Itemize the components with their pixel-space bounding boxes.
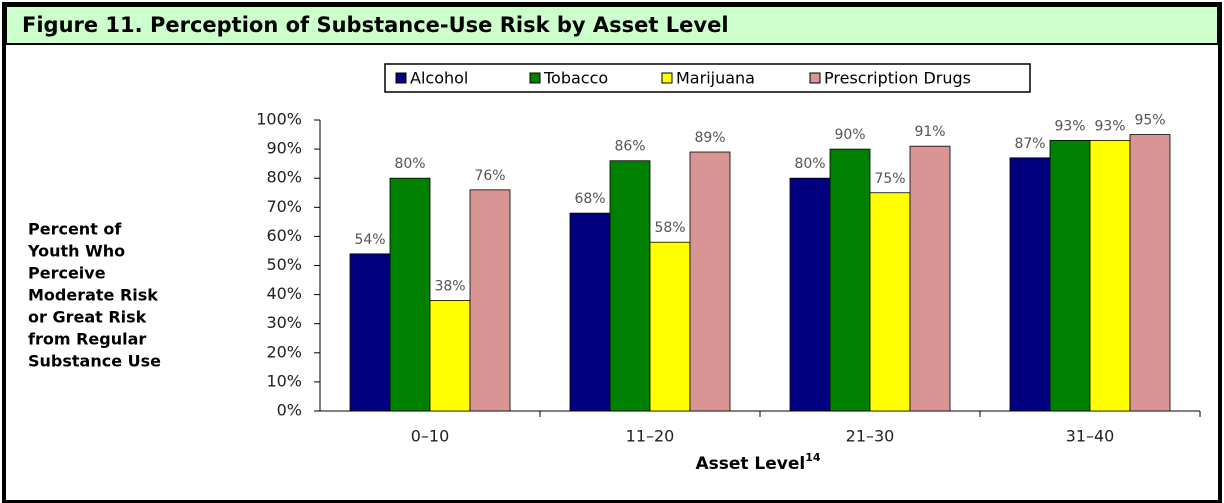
bar	[1049, 139, 1091, 412]
y-tick-label: 20%	[266, 342, 302, 361]
value-label: 91%	[914, 124, 945, 140]
y-tick-label: 50%	[266, 255, 302, 274]
legend-box	[384, 63, 1031, 93]
y-axis-label: Substance Use	[28, 352, 161, 371]
value-label: 80%	[394, 156, 425, 172]
x-tick-label: 11–20	[626, 427, 675, 446]
y-axis-label: Percent of	[28, 220, 122, 239]
y-tick-label: 40%	[266, 284, 302, 303]
value-label: 75%	[874, 171, 905, 187]
value-label: 68%	[574, 191, 605, 207]
value-label: 90%	[834, 127, 865, 143]
bar	[1089, 139, 1131, 412]
footnote-mark: 14	[805, 451, 821, 464]
y-tick-label: 100%	[256, 110, 302, 129]
value-label: 58%	[654, 220, 685, 236]
bar	[469, 189, 511, 412]
value-label: 93%	[1094, 118, 1125, 134]
bar	[909, 145, 951, 412]
x-tick-label: 31–40	[1066, 427, 1115, 446]
bar	[569, 212, 611, 412]
legend-label: Tobacco	[543, 69, 608, 88]
value-label: 76%	[474, 168, 505, 184]
y-axis-label: from Regular	[28, 330, 146, 349]
legend-swatch	[395, 72, 407, 84]
legend-swatch	[529, 72, 541, 84]
bar	[389, 177, 431, 412]
value-label: 38%	[434, 278, 465, 294]
value-label: 93%	[1054, 118, 1085, 134]
bar	[649, 241, 691, 412]
legend-swatch	[809, 72, 821, 84]
bar	[689, 151, 731, 412]
value-label: 95%	[1134, 113, 1165, 129]
bar	[429, 300, 471, 412]
y-tick-label: 80%	[266, 168, 302, 187]
bar	[349, 253, 391, 412]
x-axis-label: Asset Level14	[695, 451, 820, 474]
chart-title: Figure 11. Perception of Substance-Use R…	[22, 13, 729, 37]
y-axis-label: or Great Risk	[28, 308, 147, 327]
y-tick-label: 0%	[277, 401, 302, 420]
x-tick-label: 21–30	[846, 427, 895, 446]
legend-label: Prescription Drugs	[824, 69, 971, 88]
legend-swatch	[661, 72, 673, 84]
y-axis-label: Youth Who	[27, 242, 125, 261]
bar	[1129, 134, 1171, 412]
legend-label: Alcohol	[410, 69, 468, 88]
y-tick-label: 90%	[266, 139, 302, 158]
bar	[869, 192, 911, 412]
bar	[829, 148, 871, 412]
x-axis-title: Asset Level	[695, 454, 805, 474]
x-tick-label: 0–10	[411, 427, 450, 446]
y-tick-label: 10%	[266, 371, 302, 390]
value-label: 86%	[614, 139, 645, 155]
value-label: 54%	[354, 232, 385, 248]
value-label: 80%	[794, 156, 825, 172]
bar	[609, 160, 651, 412]
y-tick-label: 60%	[266, 226, 302, 245]
value-label: 87%	[1014, 136, 1045, 152]
bar	[789, 177, 831, 412]
y-axis-label: Perceive	[28, 264, 106, 283]
value-label: 89%	[694, 130, 725, 146]
bar	[1009, 157, 1051, 412]
y-tick-label: 70%	[266, 197, 302, 216]
y-tick-label: 30%	[266, 313, 302, 332]
header-band	[5, 5, 1219, 45]
y-axis-label: Moderate Risk	[28, 286, 158, 305]
legend-label: Marijuana	[676, 69, 755, 88]
